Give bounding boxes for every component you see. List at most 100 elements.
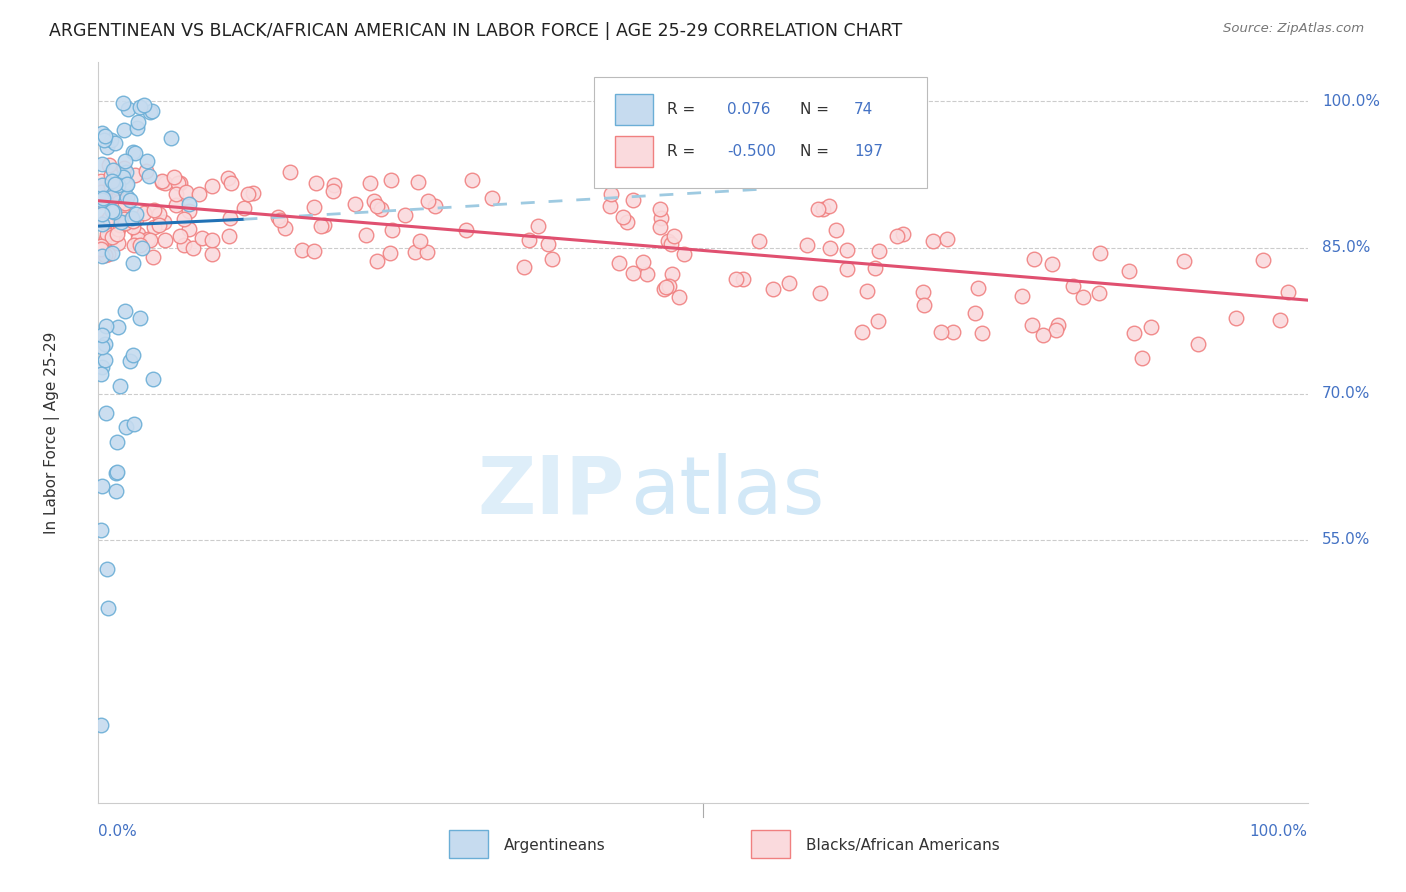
- Point: [354, 228, 377, 243]
- Point: [112, 95, 135, 110]
- Point: [112, 123, 135, 137]
- Point: [657, 235, 679, 249]
- Point: [131, 241, 153, 255]
- Point: [929, 325, 952, 339]
- Point: [122, 256, 145, 270]
- Point: [236, 187, 259, 202]
- Point: [935, 232, 957, 246]
- Point: [636, 267, 658, 281]
- Point: [127, 232, 149, 246]
- Point: [835, 243, 858, 257]
- Point: [90, 239, 112, 253]
- Point: [856, 284, 879, 298]
- Point: [633, 254, 655, 268]
- Point: [808, 285, 831, 300]
- Point: [93, 133, 115, 147]
- Point: [599, 199, 621, 213]
- Point: [94, 215, 117, 229]
- Point: [94, 248, 117, 262]
- Point: [148, 218, 170, 232]
- Point: [160, 131, 183, 145]
- Point: [825, 223, 848, 237]
- Point: [173, 212, 195, 227]
- Text: Argentineans: Argentineans: [503, 838, 605, 853]
- Point: [101, 174, 124, 188]
- Point: [121, 219, 143, 234]
- Point: [143, 219, 166, 234]
- Text: 100.0%: 100.0%: [1250, 824, 1308, 839]
- Point: [527, 219, 550, 234]
- Point: [103, 204, 125, 219]
- Point: [661, 268, 683, 282]
- Point: [91, 193, 114, 207]
- Point: [219, 211, 242, 225]
- Point: [96, 406, 118, 420]
- Text: atlas: atlas: [630, 453, 825, 531]
- Point: [305, 177, 328, 191]
- Text: N =: N =: [800, 102, 828, 117]
- Point: [90, 523, 112, 537]
- Text: In Labor Force | Age 25-29: In Labor Force | Age 25-29: [45, 332, 60, 533]
- Point: [835, 262, 858, 277]
- Point: [201, 247, 224, 261]
- Point: [1021, 318, 1043, 333]
- Point: [322, 184, 344, 198]
- Point: [138, 232, 160, 246]
- Point: [621, 266, 644, 280]
- Point: [124, 168, 146, 182]
- Point: [1187, 337, 1209, 351]
- Point: [762, 282, 785, 296]
- Point: [380, 172, 402, 186]
- Point: [135, 163, 157, 178]
- Point: [94, 318, 117, 333]
- Point: [302, 200, 325, 214]
- Point: [91, 157, 114, 171]
- Point: [173, 238, 195, 252]
- Point: [90, 184, 112, 198]
- Point: [650, 220, 672, 235]
- Point: [124, 206, 146, 220]
- Point: [343, 197, 366, 211]
- Point: [112, 188, 135, 202]
- Text: 74: 74: [855, 102, 873, 117]
- Point: [115, 177, 138, 191]
- Point: [408, 235, 430, 249]
- Point: [134, 206, 156, 220]
- Point: [1032, 327, 1054, 342]
- Point: [233, 201, 256, 215]
- Point: [818, 199, 841, 213]
- Point: [513, 260, 536, 274]
- Point: [273, 221, 295, 235]
- Point: [188, 187, 211, 202]
- Point: [807, 202, 830, 217]
- Text: Source: ZipAtlas.com: Source: ZipAtlas.com: [1223, 22, 1364, 36]
- Point: [142, 250, 165, 264]
- Point: [155, 176, 177, 190]
- Point: [1268, 313, 1291, 327]
- Point: [942, 325, 965, 339]
- Point: [404, 244, 426, 259]
- Point: [129, 100, 152, 114]
- Point: [100, 245, 122, 260]
- Point: [911, 285, 934, 299]
- Point: [91, 340, 114, 354]
- Point: [314, 218, 336, 232]
- Point: [98, 158, 121, 172]
- Point: [115, 189, 138, 203]
- Point: [100, 179, 122, 194]
- Point: [148, 206, 170, 220]
- Point: [1062, 278, 1084, 293]
- Point: [108, 379, 131, 393]
- Point: [136, 154, 159, 169]
- Point: [652, 282, 675, 296]
- Point: [1011, 289, 1033, 303]
- Point: [1046, 318, 1069, 332]
- Point: [101, 190, 124, 204]
- Point: [107, 221, 129, 235]
- FancyBboxPatch shape: [595, 78, 927, 188]
- Text: 0.076: 0.076: [727, 102, 770, 117]
- Point: [122, 237, 145, 252]
- Point: [851, 325, 873, 339]
- Point: [128, 237, 150, 252]
- Point: [117, 102, 139, 116]
